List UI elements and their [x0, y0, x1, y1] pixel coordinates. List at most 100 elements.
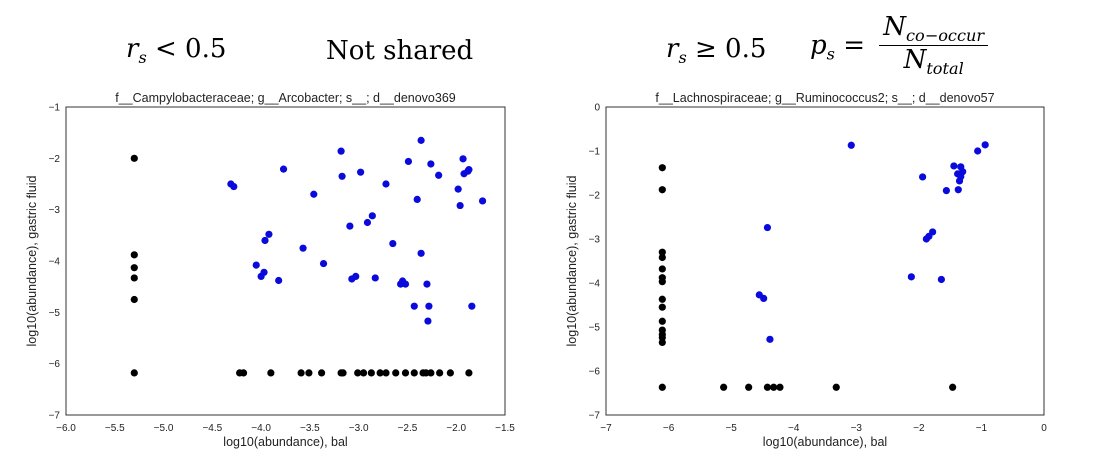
data-point [658, 333, 666, 342]
y-tick-label: −2 [49, 154, 61, 165]
data-point [367, 369, 375, 377]
data-point [763, 223, 772, 232]
plot-frame [605, 106, 1045, 416]
data-point [465, 166, 473, 174]
formula-p-symbol: p [810, 30, 827, 61]
data-point [658, 186, 666, 194]
data-point [337, 369, 345, 377]
data-point [260, 268, 268, 276]
right-r-subscript: s [678, 48, 687, 68]
data-point [265, 230, 273, 238]
data-point [658, 248, 666, 256]
denominator-subscript: total [926, 59, 964, 79]
data-point [422, 369, 430, 377]
data-point [847, 141, 855, 149]
x-tick-label: −6.0 [56, 423, 76, 434]
x-tick-label: −1.5 [495, 423, 515, 434]
x-tick-label: −2.0 [446, 423, 466, 434]
formula-p-subscript: s [826, 44, 835, 64]
data-point [658, 317, 666, 325]
data-point [763, 383, 772, 391]
data-point [468, 302, 476, 310]
data-point [658, 383, 666, 391]
data-point [454, 185, 462, 193]
data-point [130, 295, 138, 304]
probability-formula: ps = Nco−occur Ntotal [810, 13, 989, 79]
data-point [130, 369, 138, 377]
x-tick-label: −3.5 [300, 423, 320, 434]
y-tick-label: −4 [49, 257, 61, 268]
data-point [392, 369, 400, 377]
x-tick-label: −2 [913, 423, 925, 434]
data-point [658, 278, 666, 286]
left-r-relation: < 0.5 [154, 34, 227, 64]
data-point [317, 369, 326, 377]
y-tick-label: −5 [49, 308, 61, 319]
data-point [357, 168, 365, 176]
data-point [397, 280, 405, 288]
data-point [460, 170, 468, 178]
data-point [766, 335, 774, 343]
x-tick-label: −5.5 [105, 423, 125, 434]
data-point [359, 369, 368, 377]
y-tick-label: −6 [49, 359, 61, 370]
y-tick-label: −3 [49, 205, 61, 216]
data-point [922, 235, 930, 243]
data-point [130, 274, 138, 282]
data-point [760, 294, 768, 302]
data-point [974, 147, 982, 155]
data-point [981, 141, 989, 149]
y-tick-label: −7 [589, 411, 601, 422]
data-point [658, 326, 666, 334]
data-point [130, 154, 138, 162]
x-axis-label: log10(abundance), bal [223, 435, 347, 449]
data-point [658, 274, 666, 282]
data-point [720, 383, 728, 391]
y-tick-label: −1 [49, 103, 61, 114]
data-point [382, 369, 390, 377]
data-point [227, 180, 235, 188]
data-point [658, 265, 666, 273]
data-point [252, 261, 260, 269]
data-point [658, 164, 666, 172]
data-point [346, 222, 354, 230]
data-point [230, 182, 238, 191]
data-point [954, 170, 962, 178]
x-tick-label: −6 [663, 423, 675, 434]
formula-equals: = [843, 30, 865, 61]
data-point [368, 212, 376, 220]
y-axis-label: log10(abundance), gastric fluid [565, 175, 579, 346]
data-point [919, 173, 927, 181]
x-tick-label: −7 [600, 423, 612, 434]
data-point [413, 195, 421, 203]
plot-frame [65, 106, 506, 416]
data-point [257, 272, 265, 280]
y-tick-label: 0 [594, 103, 600, 114]
data-point [419, 369, 427, 377]
chart-title: f__Lachnospiraceae; g__Ruminococcus2; s_… [655, 91, 994, 105]
data-point [305, 369, 313, 377]
data-point [398, 277, 407, 285]
data-point [658, 295, 666, 303]
data-point [401, 369, 410, 377]
data-point [423, 280, 431, 288]
data-point [937, 275, 945, 284]
y-tick-label: −5 [589, 323, 601, 334]
data-point [410, 302, 418, 310]
chart-title: f__Campylobacteraceae; g__Arcobacter; s_… [115, 91, 456, 105]
left-rank-condition: rs < 0.5 [126, 34, 226, 67]
data-point [465, 369, 473, 377]
data-point [755, 291, 763, 299]
formula-denominator: Ntotal [879, 45, 988, 79]
data-point [376, 369, 384, 377]
data-point [954, 186, 962, 194]
data-point [464, 167, 472, 175]
data-point [279, 165, 288, 173]
data-point [478, 197, 487, 205]
y-tick-label: −2 [589, 191, 601, 202]
data-point [436, 369, 444, 377]
data-point [658, 303, 666, 311]
data-point [427, 160, 435, 168]
y-tick-label: −6 [589, 367, 601, 378]
